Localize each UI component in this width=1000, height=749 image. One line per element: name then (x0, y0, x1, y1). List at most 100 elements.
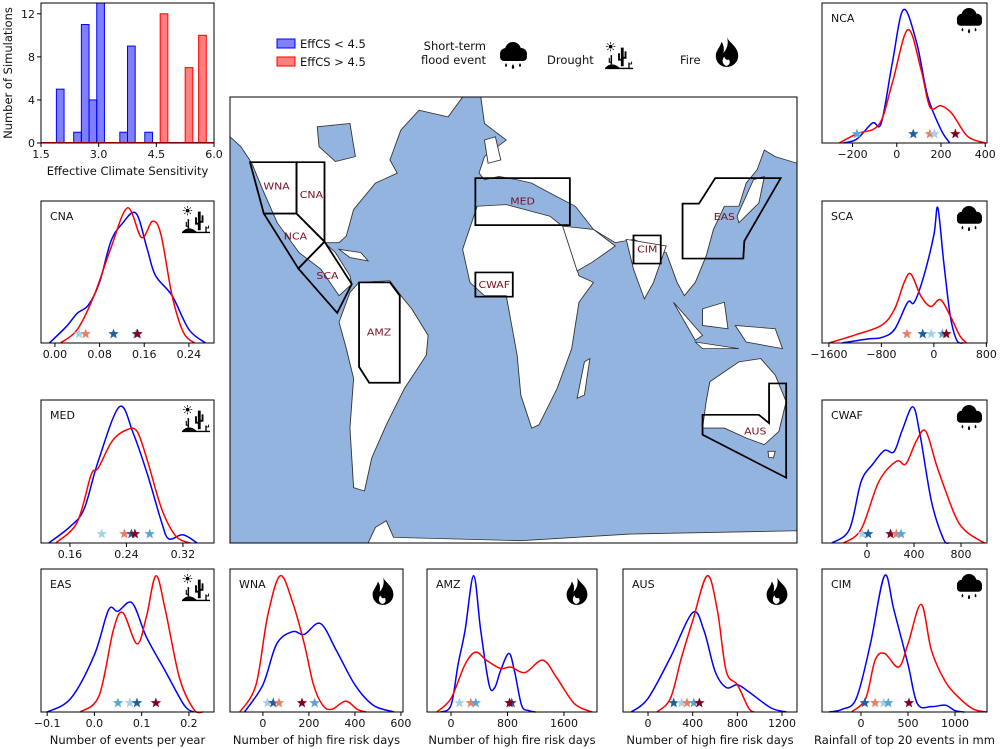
model-star-marker (96, 528, 107, 539)
legend-fire-label: Fire (680, 53, 701, 67)
madagascar (576, 357, 591, 400)
x-tick-label: 0 (893, 148, 900, 161)
cloud-rain-icon (500, 42, 527, 69)
x-tick-label: 0.24 (177, 348, 202, 361)
x-tick-label: −1600 (810, 348, 847, 361)
region-boxes: WNA CNA NCA SCA AMZ MED CWAF CIM EAS AUS (248, 161, 788, 480)
density-curve-high-ecs (656, 575, 755, 713)
map-label-cim: CIM (637, 244, 657, 255)
histogram-bar (55, 88, 65, 144)
model-star-marker (895, 528, 907, 539)
model-star-marker (131, 697, 143, 708)
model-star-marker (926, 328, 937, 339)
model-star-marker (108, 328, 119, 339)
x-axis-label: Number of high fire risk days (626, 733, 793, 747)
model-star-marker (470, 697, 481, 708)
cloud-rain-icon (956, 405, 983, 431)
histogram-bar (88, 99, 98, 144)
model-star-marker (454, 697, 465, 708)
panel-sca: SCA −1600 −800 0 800 (810, 200, 997, 361)
panel-region-title: NCA (831, 12, 855, 25)
density-curve-high-ecs (838, 28, 986, 144)
model-star-marker (924, 128, 936, 139)
cloud-rain-icon (956, 206, 983, 232)
flame-icon (715, 37, 739, 67)
density-curve-low-ecs (843, 8, 951, 144)
india (625, 238, 667, 301)
y-tick-label: 8 (28, 51, 35, 64)
x-tick-label: 400 (344, 717, 365, 730)
x-axis-label: Number of high fire risk days (428, 733, 595, 747)
axes-frame (821, 2, 988, 144)
axes-frame (622, 568, 798, 713)
density-curve-low-ecs (841, 206, 964, 344)
model-star-marker (859, 697, 870, 708)
x-tick-label: 0 (645, 717, 652, 730)
x-tick-label: 1200 (768, 717, 796, 730)
cloud-rain-icon (956, 8, 983, 34)
density-curve-low-ecs (46, 601, 195, 713)
desert-cactus-sun-icon (181, 574, 211, 602)
uk (483, 136, 502, 164)
map-label-eas: EAS (714, 212, 736, 223)
axes-frame (40, 2, 215, 144)
axes-frame (821, 200, 988, 344)
desert-cactus-sun-icon (181, 206, 211, 234)
legend-swatch-high-ecs (276, 56, 296, 67)
x-tick-label: 0.2 (180, 717, 198, 730)
japan (736, 175, 765, 224)
model-star-marker (857, 528, 868, 539)
map-label-aus: AUS (744, 426, 767, 437)
desert-cactus-sun-icon (604, 42, 634, 70)
density-curve-low-ecs (831, 406, 950, 544)
x-axis-label: Rainfall of top 20 events in mm (814, 733, 995, 747)
axes-frame (40, 200, 215, 344)
region-box-med (474, 177, 571, 226)
model-star-marker (150, 697, 162, 708)
model-star-marker (73, 328, 85, 339)
panel-region-title: AMZ (436, 578, 461, 591)
desert-cactus-sun-icon (181, 405, 211, 433)
x-tick-label: 800 (727, 717, 748, 730)
histogram-bar (159, 13, 169, 144)
axes-frame (821, 399, 988, 544)
panel-region-title: CIM (831, 578, 851, 591)
x-tick-label: 800 (976, 348, 997, 361)
panel-nca: NCA −200 0 200 400 (821, 2, 996, 161)
flame-icon (566, 577, 588, 605)
hudson-bay (316, 123, 356, 163)
x-tick-label: 200 (930, 148, 951, 161)
region-box-aus (701, 382, 788, 480)
panel-wna: WNA 0 200 400 600 Number of high fire risk da… (229, 568, 411, 747)
model-star-marker (80, 328, 91, 339)
x-tick-label: 0 (930, 348, 937, 361)
x-tick-label: 1000 (941, 717, 969, 730)
model-star-marker (901, 328, 913, 339)
model-star-marker (917, 328, 928, 339)
density-curve-high-ecs (239, 575, 367, 713)
panel-cim: CIM 0 500 1000 Rainfall of top 20 events in … (814, 568, 995, 747)
model-star-marker (903, 697, 915, 708)
model-star-marker (129, 528, 141, 539)
density-curve-high-ecs (79, 575, 204, 714)
axes-frame (40, 399, 215, 544)
density-curve-low-ecs (48, 405, 198, 544)
legend: EffCS < 4.5 EffCS > 4.5 Short-term flood… (276, 37, 739, 70)
x-axis-label: Number of high fire risk days (233, 733, 400, 747)
density-curve-high-ecs (828, 272, 968, 344)
model-star-marker (112, 697, 124, 708)
y-tick-label: 12 (21, 8, 35, 21)
x-tick-label: 0 (864, 548, 871, 561)
x-tick-label: 400 (904, 548, 925, 561)
density-curve-high-ecs (851, 603, 988, 713)
model-star-marker (941, 328, 952, 339)
model-star-marker (937, 328, 948, 339)
legend-label-high-ecs: EffCS > 4.5 (300, 55, 366, 69)
legend-drought-label: Drought (547, 53, 594, 67)
x-tick-label: 500 (898, 717, 919, 730)
map-label-med: MED (510, 196, 535, 207)
model-star-marker (132, 328, 143, 339)
panel-amz: AMZ 0 800 1600 Number of high fire risk days (426, 568, 598, 747)
x-tick-label: 4.5 (148, 148, 166, 161)
x-tick-label: 0.16 (132, 348, 157, 361)
